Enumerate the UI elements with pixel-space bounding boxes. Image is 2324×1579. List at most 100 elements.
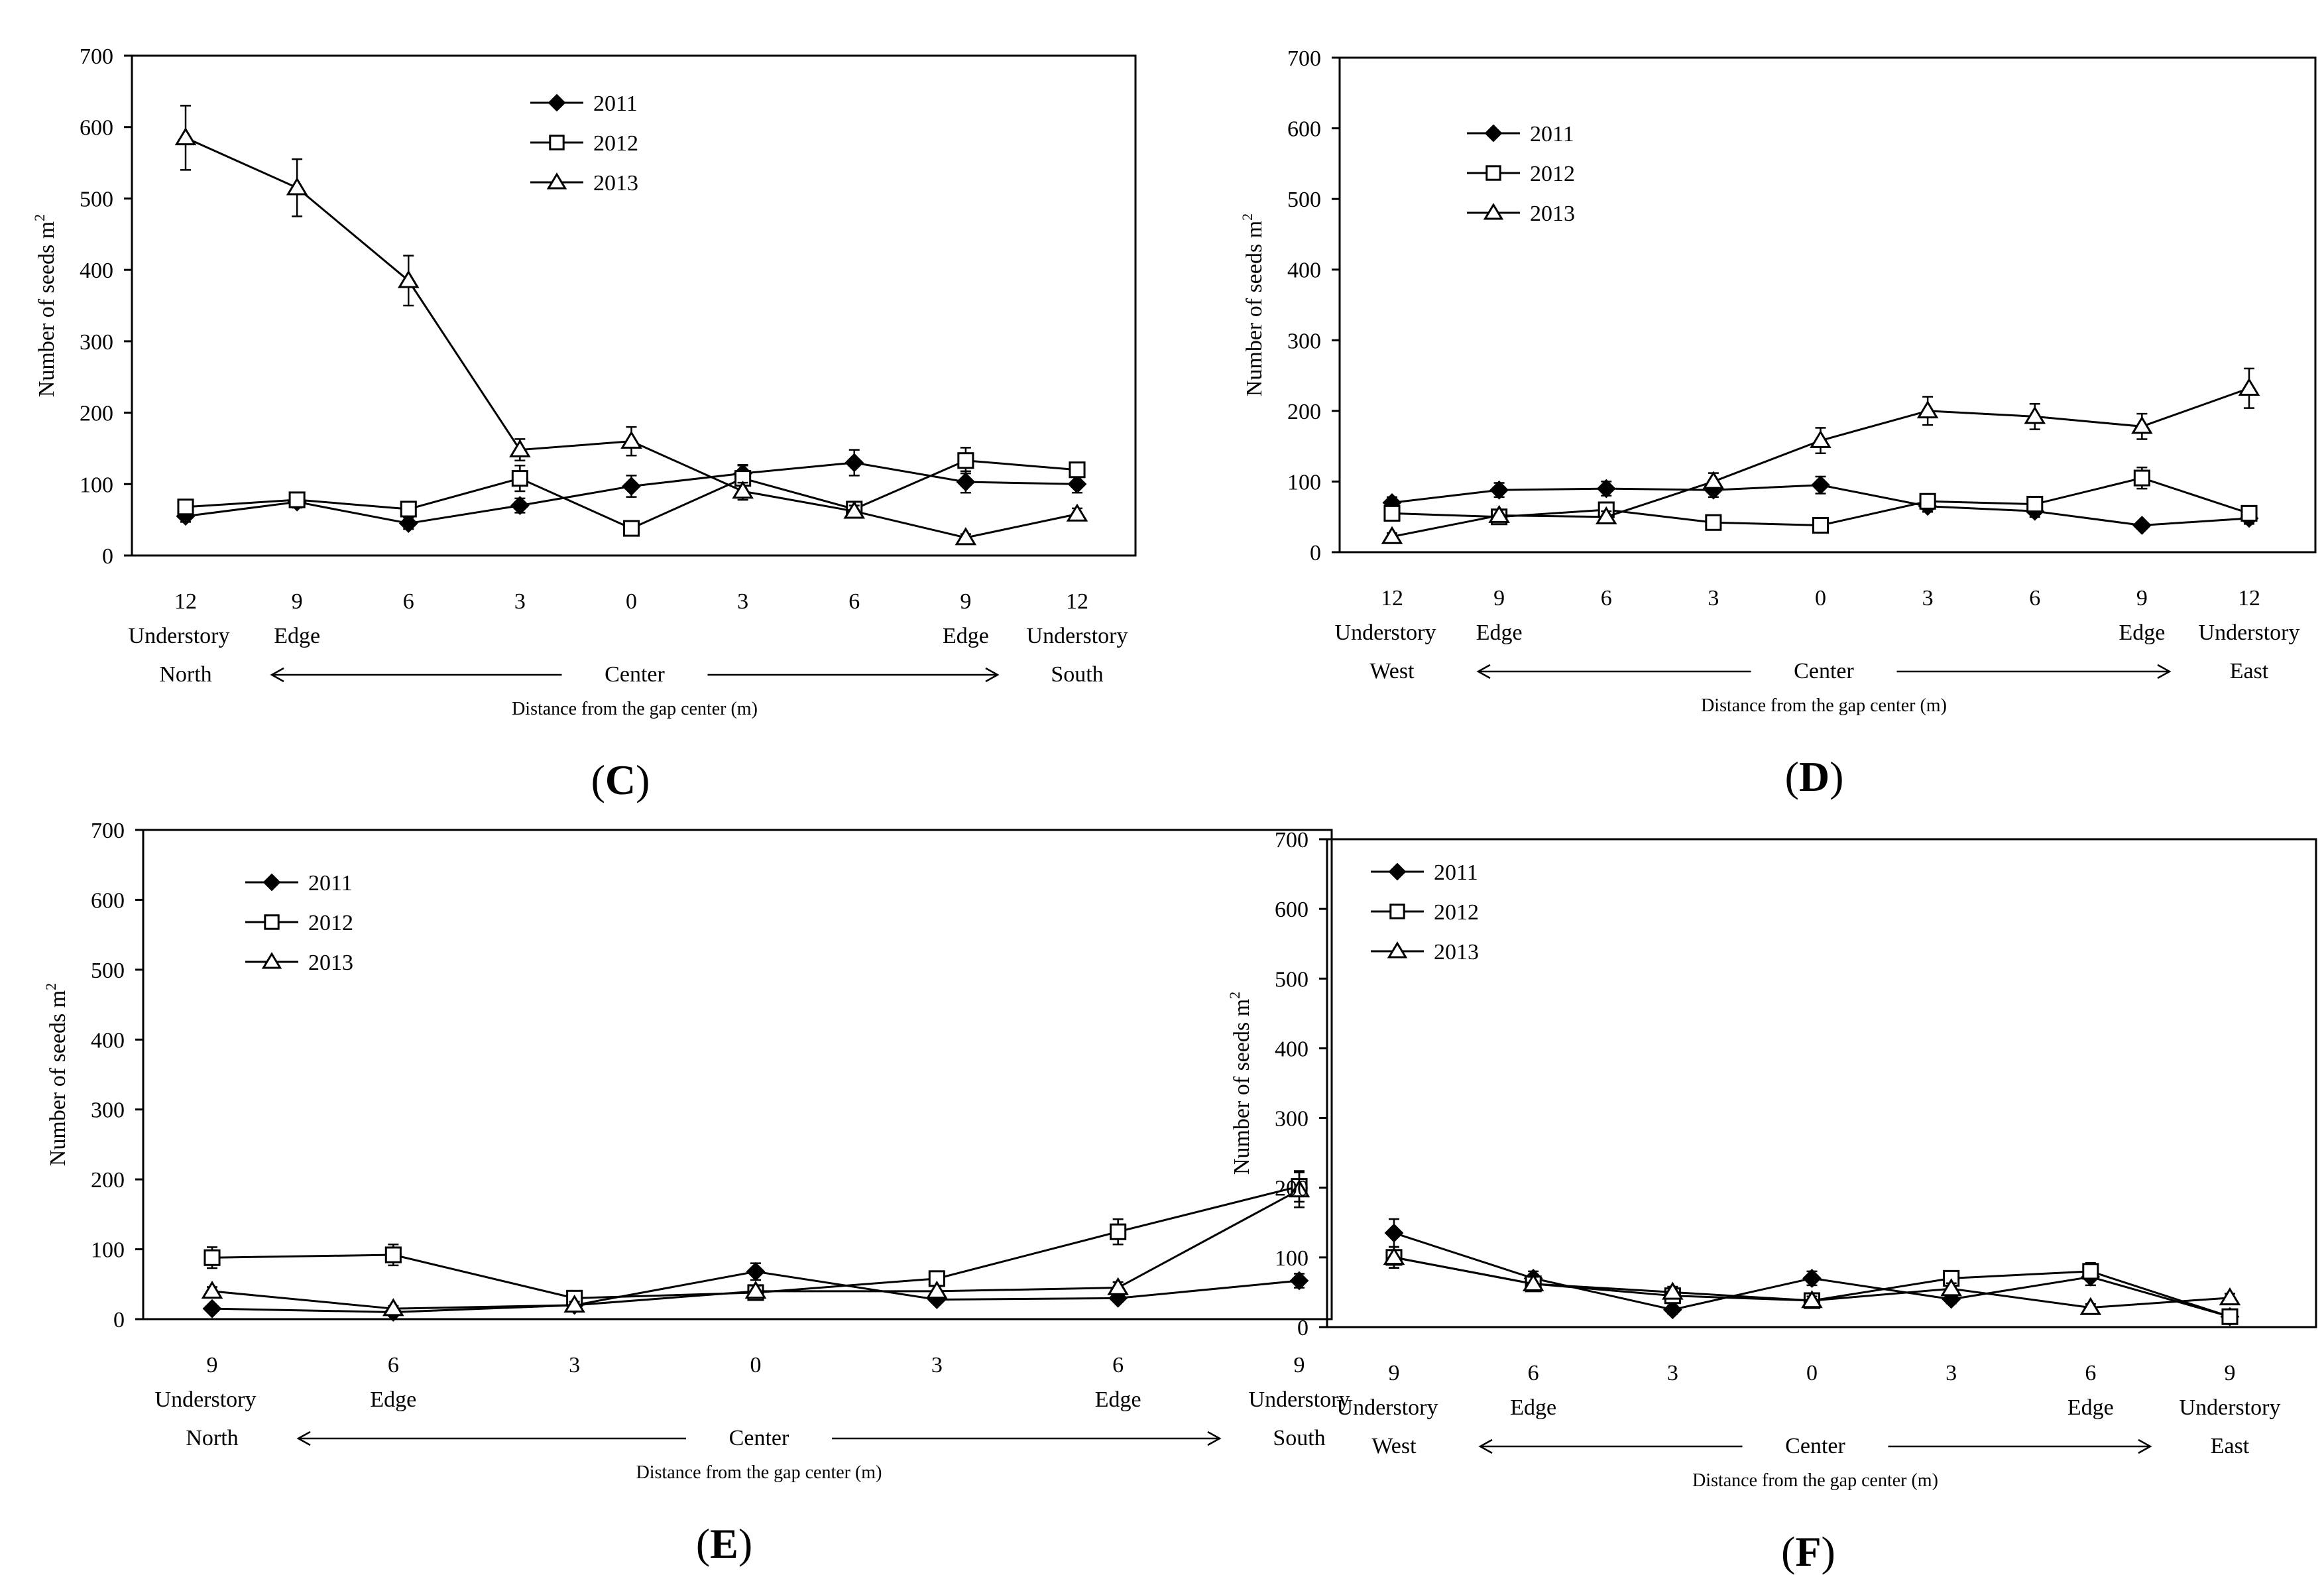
y-axis-title-text: Number of seeds m [1230, 999, 1254, 1175]
x-tick-label: 9 [1389, 1361, 1400, 1385]
data-point-2013 [955, 527, 977, 546]
data-point-2011 [1067, 474, 1087, 494]
y-axis-title: Number of seeds m2 [42, 983, 70, 1166]
data-point-2013 [2131, 416, 2153, 434]
y-tick-label: 700 [80, 44, 113, 69]
legend-marker-2012 [264, 914, 280, 930]
x-sublabel: Edge [1095, 1387, 1141, 1412]
x-sublabel: Understory [1249, 1387, 1350, 1412]
direction-right-label: South [1273, 1426, 1325, 1450]
x-tick-label: 3 [1667, 1361, 1678, 1385]
data-point-2013 [1288, 1179, 1310, 1198]
y-tick-label: 200 [80, 402, 113, 426]
panel-label-close: ) [1830, 753, 1843, 800]
x-tick-label: 6 [1528, 1361, 1539, 1385]
data-point-2013 [1066, 503, 1088, 522]
x-sublabel: Understory [1337, 1395, 1438, 1420]
y-axis-title-text: Number of seeds m [46, 990, 70, 1166]
y-axis-title-superscript: 2 [1239, 213, 1255, 221]
y-tick-label: 100 [1287, 470, 1321, 495]
y-tick-label: 500 [1275, 967, 1308, 992]
x-tick-label: 6 [2085, 1361, 2096, 1385]
y-tick-label: 600 [91, 888, 125, 913]
arrowhead-right [2157, 664, 2172, 679]
data-point-2011 [1384, 1223, 1404, 1243]
x-tick-label: 0 [626, 589, 637, 614]
x-sublabel: Understory [2179, 1395, 2281, 1420]
x-sublabel: Edge [1476, 620, 1523, 645]
data-point-2011 [398, 514, 418, 533]
legend-marker-2013 [546, 172, 567, 190]
series-2011 [1384, 1218, 2240, 1326]
y-tick-label: 300 [1275, 1107, 1308, 1132]
data-point-2013 [1383, 1246, 1405, 1265]
direction-right-label: East [2211, 1434, 2250, 1458]
data-point-2013 [1381, 526, 1403, 544]
data-point-2012 [1919, 493, 1936, 510]
x-tick-label: 12 [2238, 586, 2260, 611]
y-tick-label: 500 [1287, 188, 1321, 212]
legend-marker-2011 [1484, 124, 1503, 143]
data-point-2013 [1810, 430, 1831, 448]
data-point-2013 [509, 439, 531, 457]
x-tick-label: 12 [174, 589, 197, 614]
data-point-2013 [744, 1280, 767, 1299]
y-tick-label: 500 [91, 959, 125, 983]
panel-label-close: ) [1822, 1528, 1835, 1575]
x-tick-label: 9 [1294, 1353, 1305, 1377]
plot-frame [1326, 838, 2317, 1328]
y-axis-title: Number of seeds m2 [1239, 213, 1267, 396]
legend-label: 2011 [1434, 860, 1478, 885]
x-sublabel: Understory [1335, 620, 1436, 645]
x-tick-label: 12 [1381, 586, 1403, 611]
data-point-2013 [1801, 1290, 1823, 1309]
x-tick-label: 3 [1708, 586, 1719, 611]
x-tick-label: 0 [750, 1353, 762, 1377]
y-axis-title-text: Number of seeds m [1242, 221, 1267, 396]
arrowhead-left [296, 1431, 311, 1446]
arrowhead-left [270, 667, 284, 683]
panel-label-open: ( [591, 756, 605, 803]
x-tick-label: 3 [1946, 1361, 1957, 1385]
x-tick-label: 0 [1815, 586, 1826, 611]
data-point-2012 [2082, 1263, 2099, 1280]
series-2013 [174, 105, 1088, 546]
data-point-2012 [2221, 1308, 2238, 1325]
data-point-2013 [397, 270, 420, 288]
x-tick-label: 6 [388, 1353, 399, 1377]
data-point-2013 [1916, 400, 1939, 419]
y-tick-label: 0 [1297, 1316, 1308, 1340]
data-point-2012 [957, 452, 974, 469]
y-tick-label: 0 [102, 544, 113, 569]
panel-label: (D) [1785, 753, 1844, 800]
x-axis-title: Distance from the gap center (m) [512, 699, 758, 719]
y-tick-label: 400 [1287, 259, 1321, 283]
data-point-2012 [511, 470, 528, 487]
arrowhead-right [2138, 1438, 2152, 1454]
x-tick-label: 9 [2225, 1361, 2236, 1385]
x-axis-title: Distance from the gap center (m) [636, 1462, 882, 1483]
y-tick-label: 400 [80, 259, 113, 283]
legend-marker-2013 [1387, 941, 1408, 959]
data-point-2013 [843, 500, 866, 519]
data-point-2013 [2024, 406, 2046, 424]
data-point-2011 [1489, 480, 1509, 500]
y-tick-label: 700 [1275, 828, 1308, 852]
x-tick-label: 3 [514, 589, 526, 614]
legend-label: 2013 [593, 171, 638, 196]
x-tick-label: 3 [931, 1353, 943, 1377]
panel-label-letter: D [1799, 753, 1830, 800]
legend-marker-2013 [261, 952, 282, 969]
x-tick-label: 9 [960, 589, 971, 614]
center-label: Center [1794, 659, 1854, 683]
y-axis-title-superscript: 2 [31, 214, 48, 221]
y-tick-label: 200 [91, 1168, 125, 1193]
plot-frame [131, 54, 1137, 557]
x-tick-label: 3 [569, 1353, 580, 1377]
y-tick-label: 300 [80, 330, 113, 355]
x-tick-label: 6 [1112, 1353, 1124, 1377]
y-axis-title-superscript: 2 [1226, 992, 1243, 999]
data-point-2011 [1596, 479, 1616, 498]
x-sublabel: Understory [129, 624, 230, 648]
